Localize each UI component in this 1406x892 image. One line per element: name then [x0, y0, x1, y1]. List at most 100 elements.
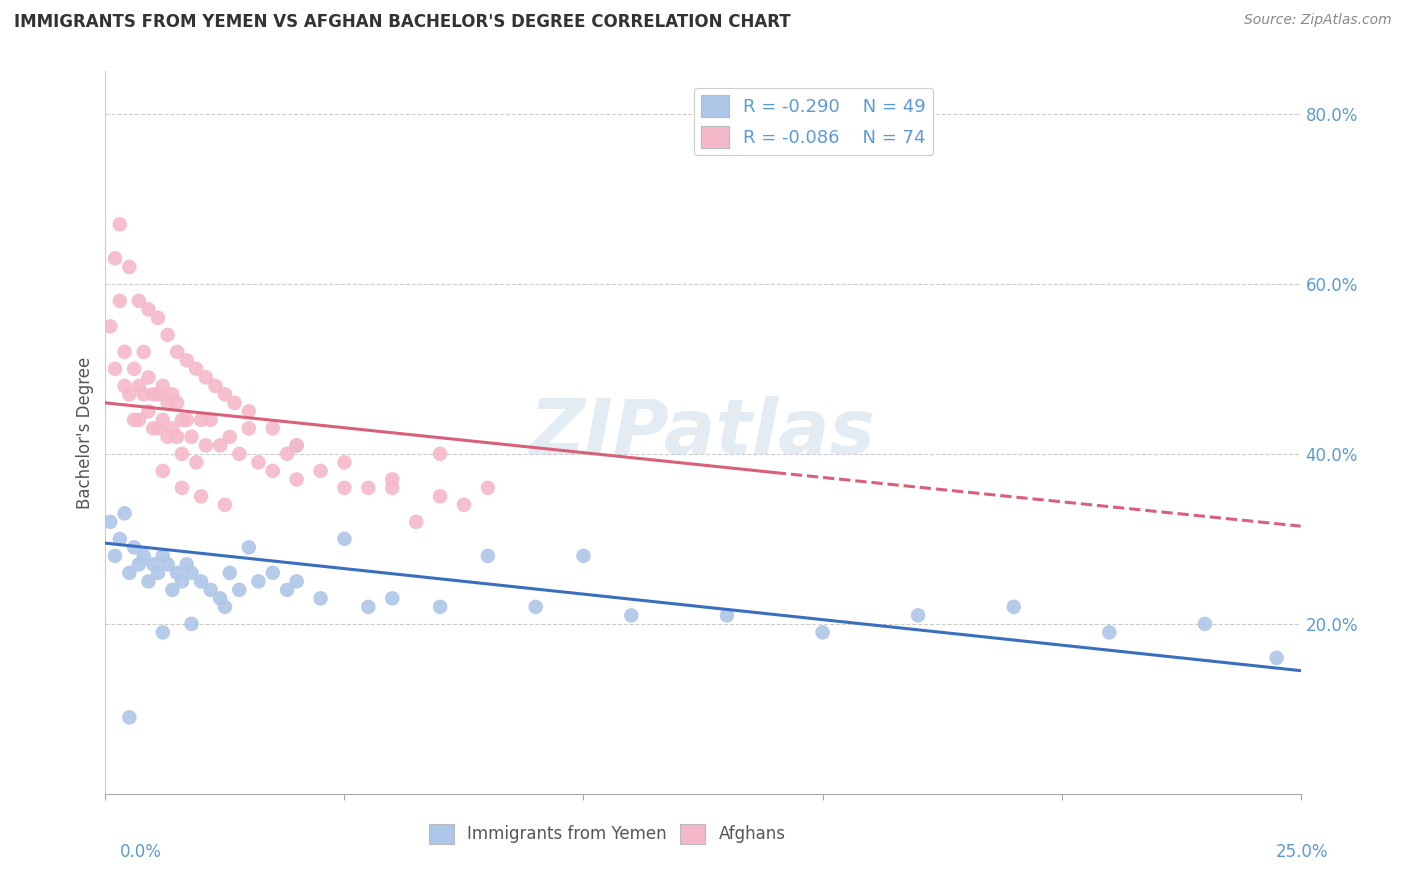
Point [114, 507, 136, 521]
Point [152, 464, 174, 478]
Point [162, 421, 184, 435]
Point [620, 608, 643, 623]
Point [108, 293, 131, 308]
Point [166, 430, 188, 444]
Point [262, 566, 284, 580]
Point [98, 515, 121, 529]
Point [138, 302, 160, 317]
Point [247, 455, 270, 469]
Point [194, 370, 217, 384]
Point [156, 396, 179, 410]
Point [262, 464, 284, 478]
Point [333, 481, 356, 495]
Point [170, 413, 193, 427]
Point [98, 319, 121, 334]
Point [477, 481, 499, 495]
Point [104, 252, 127, 266]
Point [309, 591, 332, 606]
Point [176, 353, 198, 368]
Point [108, 532, 131, 546]
Point [333, 532, 356, 546]
Point [104, 549, 127, 563]
Point [276, 582, 298, 597]
Point [429, 599, 451, 614]
Legend: Immigrants from Yemen, Afghans: Immigrants from Yemen, Afghans [422, 817, 793, 851]
Point [122, 362, 145, 376]
Point [218, 566, 240, 580]
Point [907, 608, 929, 623]
Point [190, 489, 212, 503]
Point [128, 413, 150, 427]
Point [1265, 651, 1288, 665]
Point [176, 558, 198, 572]
Point [238, 404, 260, 418]
Point [152, 413, 174, 427]
Text: ZIPatlas: ZIPatlas [530, 396, 876, 469]
Point [166, 566, 188, 580]
Point [381, 472, 404, 486]
Point [429, 489, 451, 503]
Point [524, 599, 547, 614]
Point [170, 574, 193, 589]
Point [122, 413, 145, 427]
Point [162, 387, 184, 401]
Point [477, 549, 499, 563]
Point [118, 566, 141, 580]
Point [214, 498, 236, 512]
Point [381, 591, 404, 606]
Point [1194, 616, 1216, 631]
Point [138, 404, 160, 418]
Point [146, 421, 169, 435]
Point [811, 625, 834, 640]
Point [238, 421, 260, 435]
Point [429, 447, 451, 461]
Text: IMMIGRANTS FROM YEMEN VS AFGHAN BACHELOR'S DEGREE CORRELATION CHART: IMMIGRANTS FROM YEMEN VS AFGHAN BACHELOR… [14, 13, 790, 31]
Point [247, 574, 270, 589]
Point [214, 599, 236, 614]
Point [716, 608, 738, 623]
Point [138, 370, 160, 384]
Point [138, 574, 160, 589]
Point [194, 438, 217, 452]
Point [118, 387, 141, 401]
Point [146, 566, 169, 580]
Point [381, 481, 404, 495]
Point [1002, 599, 1025, 614]
Point [285, 574, 308, 589]
Point [166, 344, 188, 359]
Point [228, 447, 250, 461]
Point [122, 541, 145, 555]
Point [180, 616, 202, 631]
Point [170, 447, 193, 461]
Point [146, 310, 169, 325]
Point [186, 362, 208, 376]
Point [118, 260, 141, 274]
Point [118, 710, 141, 724]
Point [204, 379, 226, 393]
Point [142, 558, 165, 572]
Point [114, 379, 136, 393]
Y-axis label: Bachelor's Degree: Bachelor's Degree [76, 357, 94, 508]
Point [132, 387, 155, 401]
Point [228, 582, 250, 597]
Point [128, 558, 150, 572]
Point [209, 438, 232, 452]
Point [200, 413, 222, 427]
Point [128, 379, 150, 393]
Point [156, 558, 179, 572]
Point [156, 327, 179, 342]
Point [572, 549, 595, 563]
Point [152, 625, 174, 640]
Point [142, 421, 165, 435]
Point [146, 387, 169, 401]
Point [285, 438, 308, 452]
Point [405, 515, 427, 529]
Point [142, 387, 165, 401]
Text: 0.0%: 0.0% [120, 843, 162, 861]
Point [1098, 625, 1121, 640]
Point [357, 599, 380, 614]
Point [285, 438, 308, 452]
Text: 25.0%: 25.0% [1277, 843, 1329, 861]
Point [132, 344, 155, 359]
Point [200, 582, 222, 597]
